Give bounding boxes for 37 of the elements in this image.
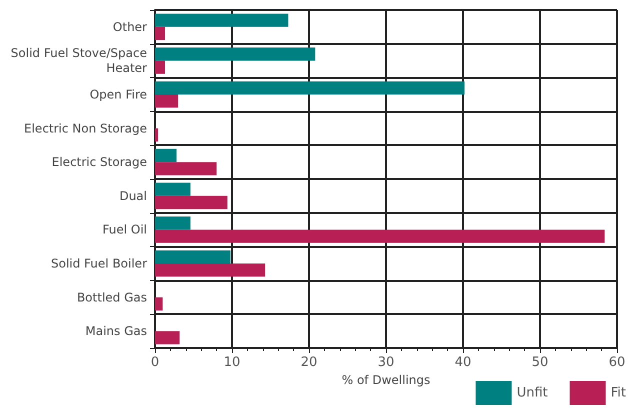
x-tick-label: 50	[532, 355, 548, 370]
bar	[155, 48, 316, 61]
x-tick-label: 0	[150, 355, 160, 370]
bar	[155, 331, 180, 344]
bar	[155, 297, 163, 310]
bar	[155, 94, 178, 108]
legend-label: Unfit	[516, 386, 548, 400]
y-tick-label: Fuel Oil	[102, 222, 147, 237]
y-tick-label: Solid Fuel Boiler	[51, 256, 148, 270]
bar	[155, 216, 190, 230]
bar	[155, 162, 217, 176]
bar	[155, 148, 177, 162]
x-tick-label: 60	[608, 355, 626, 370]
bar	[155, 128, 158, 142]
x-tick-label: 10	[224, 355, 240, 370]
bar	[155, 81, 465, 94]
bar	[155, 60, 166, 74]
x-tick-label: 20	[300, 355, 318, 370]
y-tick-label: Solid Fuel Stove/Space Heater	[10, 46, 148, 76]
y-tick-label: Dual	[119, 188, 147, 203]
bar	[155, 26, 166, 40]
bar	[155, 250, 230, 264]
x-axis-title: % of Dwellings	[342, 373, 430, 387]
bar	[155, 14, 288, 27]
legend-label: Fit	[610, 386, 626, 400]
y-tick-label: Electric Non Storage	[24, 121, 147, 136]
y-tick-label: Open Fire	[90, 88, 147, 102]
y-tick-label: Electric Storage	[52, 155, 147, 170]
x-tick-label: 40	[454, 355, 472, 370]
bar	[155, 182, 190, 196]
bar	[155, 230, 605, 243]
x-tick-label: 30	[378, 355, 394, 370]
bar	[155, 264, 266, 277]
y-tick-label: Mains Gas	[85, 324, 147, 338]
y-tick-label: Bottled Gas	[76, 290, 147, 304]
bar	[155, 196, 228, 210]
y-tick-label: Other	[112, 20, 148, 34]
